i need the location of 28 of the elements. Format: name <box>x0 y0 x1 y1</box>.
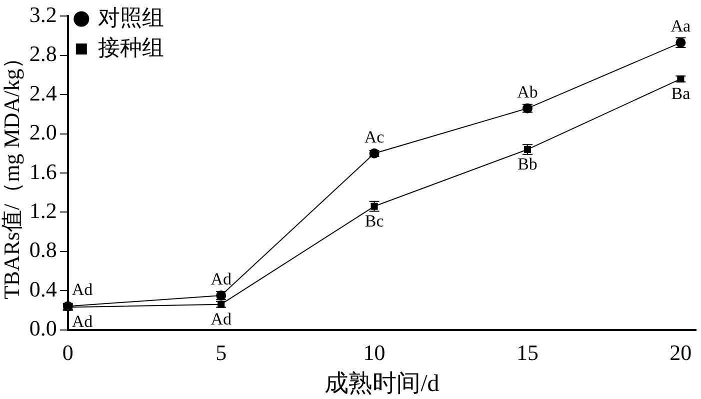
y-tick-label: 2.8 <box>29 41 57 66</box>
annotation: Ac <box>364 127 385 146</box>
annotation: Aa <box>670 16 692 36</box>
y-tick-label: 1.2 <box>29 198 57 223</box>
y-tick-label: 0.4 <box>29 276 57 302</box>
y-tick-label: 0.0 <box>29 316 57 341</box>
y-tick-label: 2.0 <box>29 120 57 145</box>
y-tick-label: 1.6 <box>29 158 57 184</box>
y-axis-title: TBARs值/（mg MDA/kg） <box>0 46 24 300</box>
legend-label: 对照组 <box>98 4 164 30</box>
annotation: Bc <box>364 211 384 230</box>
annotation: Ad <box>210 309 232 328</box>
annotation: Ab <box>517 82 538 102</box>
x-tick-label: 10 <box>363 340 386 365</box>
x-tick-label: 15 <box>516 340 538 365</box>
annotation: Ba <box>671 84 691 103</box>
x-tick-label: 0 <box>62 340 74 365</box>
x-tick-label: 5 <box>216 340 227 365</box>
y-tick-label: 0.8 <box>29 237 57 262</box>
annotation: Bb <box>518 154 538 174</box>
y-tick-label: 2.4 <box>29 80 57 106</box>
legend-label: 接种组 <box>98 34 164 60</box>
x-axis-title: 成熟时间/d <box>324 370 440 397</box>
y-tick-label: 3.2 <box>29 2 57 27</box>
annotation: Ad <box>72 312 94 332</box>
annotation: Ad <box>72 280 94 300</box>
annotation: Ad <box>210 269 232 288</box>
x-tick-label: 20 <box>670 340 692 365</box>
